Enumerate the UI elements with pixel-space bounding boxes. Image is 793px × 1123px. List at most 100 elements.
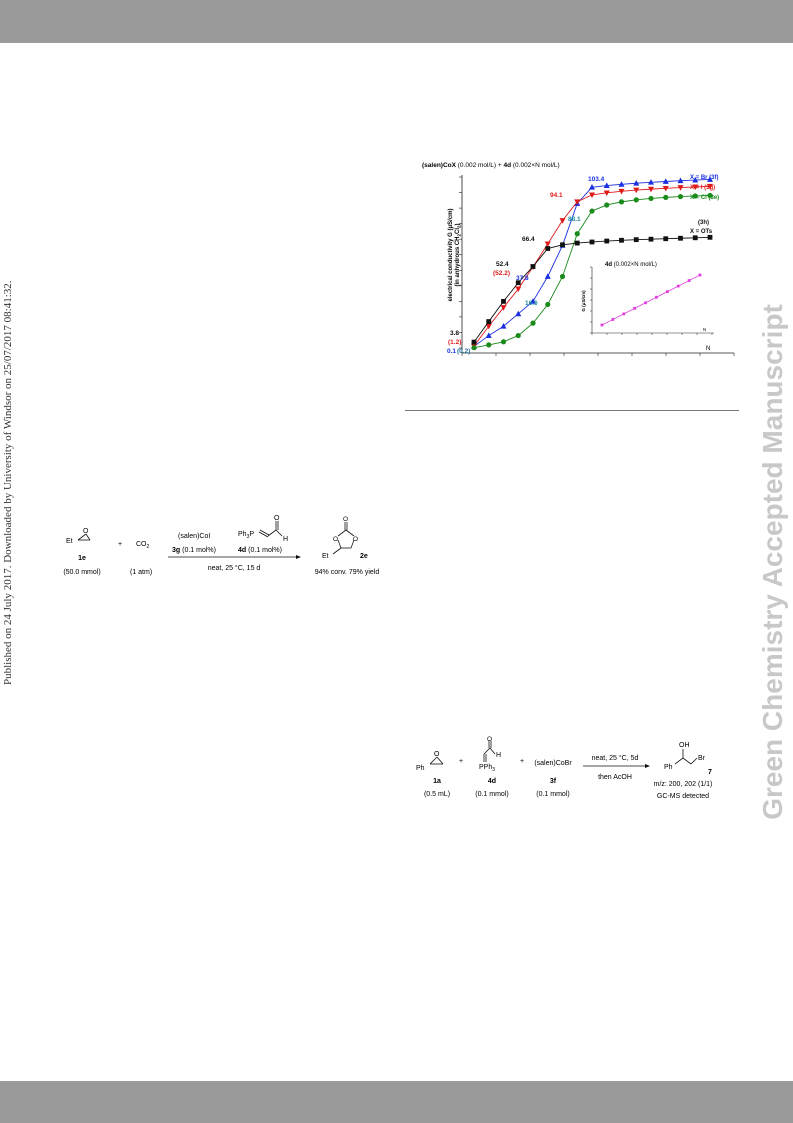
data-point: [515, 286, 522, 293]
legend-ots-label: (3h): [698, 220, 709, 226]
data-point: [692, 235, 698, 241]
accepted-manuscript-watermark: Green Chemistry Accepted Manuscript: [757, 304, 788, 820]
plus-sign-1: +: [459, 758, 463, 765]
data-point: [633, 237, 639, 243]
data-point: [544, 273, 551, 279]
ylide-4d-oxygen: O: [487, 736, 492, 743]
reagent-loading: 4d (0.1 mol%): [238, 547, 282, 554]
data-point: [618, 181, 625, 187]
label-1a: 1a: [433, 778, 441, 785]
legend-cl: X = Cl (3e): [690, 195, 719, 201]
label-2e: 2e: [360, 553, 368, 560]
data-point: [662, 185, 669, 192]
product-ph: Ph: [664, 764, 673, 771]
data-point: [678, 235, 683, 241]
data-point: [663, 236, 669, 242]
annot-66-4: 66.4: [522, 236, 535, 243]
annot-3-8: 3.8: [450, 330, 459, 337]
data-point: [707, 183, 713, 190]
data-point: [544, 241, 551, 248]
mass-spec: m/z: 200, 202 (1/1): [654, 781, 713, 788]
data-point: [692, 184, 699, 191]
inset-point: [665, 290, 669, 294]
conditions-top: neat, 25 °C, 5d: [592, 754, 639, 762]
annot-103-4: 103.4: [588, 176, 605, 183]
catalyst-loading: 3g (0.1 mol%): [172, 547, 216, 554]
chart-x-ticks: [461, 353, 735, 356]
annot-0-2: (0.2): [457, 348, 470, 355]
series-3: [471, 234, 713, 345]
co2-amount: (1 atm): [130, 569, 152, 576]
inset-series: [600, 273, 702, 327]
scheme-1: O Et 1e (50.0 mmol) + CO2 (1 atm) (salen…: [63, 515, 379, 576]
data-point: [589, 192, 595, 199]
data-point: [500, 339, 507, 345]
data-point: [648, 179, 654, 185]
data-point: [618, 188, 625, 195]
data-point: [707, 192, 713, 199]
data-point: [574, 199, 581, 205]
inset-point: [600, 323, 604, 327]
data-point: [619, 237, 624, 243]
chart-title-end: (0.002×N mol/L): [511, 162, 560, 169]
data-point: [603, 190, 610, 197]
data-point: [574, 240, 580, 246]
data-point: [559, 218, 566, 224]
legend-ots: X = OTs: [690, 229, 713, 235]
chart-title-reagent: 4d: [503, 162, 511, 169]
data-point: [633, 197, 639, 203]
epoxide-1e-ethyl: Et: [66, 538, 73, 545]
chart-xlabel: N: [706, 346, 710, 352]
data-point: [707, 234, 713, 240]
co2: CO2: [136, 541, 150, 550]
ylide-4d-h: H: [496, 752, 501, 759]
carbonate-2e-structure: [332, 522, 355, 555]
series-2: [471, 192, 713, 351]
catalyst-3f: (salen)CoBr: [534, 760, 572, 767]
product-oh: OH: [679, 742, 690, 749]
chart-title-catalyst: (salen)CoX: [422, 162, 457, 169]
inset-point: [644, 301, 647, 305]
data-point: [604, 202, 610, 208]
chart-title-mid: (0.002 mol/L) +: [456, 162, 504, 169]
data-point: [559, 273, 566, 280]
inset-xlabel: N: [703, 327, 706, 332]
reaction-arrow: [168, 555, 301, 559]
inset-chart: 4d (0.002×N mol/L) G (μS/cm) N: [581, 262, 714, 335]
download-watermark: Published on 24 July 2017. Downloaded by…: [2, 280, 14, 685]
amount-3f: (0.1 mmol): [536, 791, 569, 798]
legend-i: X = I (3g): [690, 185, 715, 191]
inset-ticks: [590, 266, 713, 335]
inset-point: [698, 273, 702, 277]
legend-br: X = Br (3f): [690, 175, 719, 181]
amount-1e: (50.0 mmol): [63, 569, 100, 576]
ylide-oxygen: O: [274, 515, 280, 522]
label-3f: 3f: [550, 778, 557, 785]
plus-sign: +: [118, 541, 122, 548]
footer-band: [0, 1081, 793, 1123]
carbonate-oxygen-left: O: [333, 536, 338, 543]
annot-37-8: 37.8: [516, 275, 529, 282]
data-point: [648, 236, 654, 242]
data-point: [707, 176, 713, 182]
annot-94-1: 94.1: [550, 192, 563, 199]
annot-0-1: 0.1: [447, 348, 456, 355]
series-1: [471, 183, 713, 350]
header-band: [0, 0, 793, 43]
carbonate-ethyl: Et: [322, 553, 329, 560]
annot-88-1: 88.1: [568, 216, 581, 223]
chart-ylabel-line1: electrical conductivity G (μS/cm): [448, 208, 454, 301]
data-point: [589, 239, 595, 245]
inset-point: [687, 279, 691, 282]
data-point: [560, 242, 565, 248]
epoxide-1e-oxygen: O: [83, 528, 89, 535]
data-point: [589, 208, 595, 214]
catalyst-name: (salen)CoI: [178, 533, 210, 540]
data-point: [485, 323, 492, 330]
data-point: [545, 246, 551, 251]
inset-ylabel: G (μS/cm): [581, 290, 586, 312]
data-point: [485, 332, 492, 338]
bromohydrin-7-structure: [674, 749, 698, 765]
chart-title: (salen)CoX (0.002 mol/L) + 4d (0.002×N m…: [422, 162, 560, 169]
product-br: Br: [698, 755, 706, 762]
